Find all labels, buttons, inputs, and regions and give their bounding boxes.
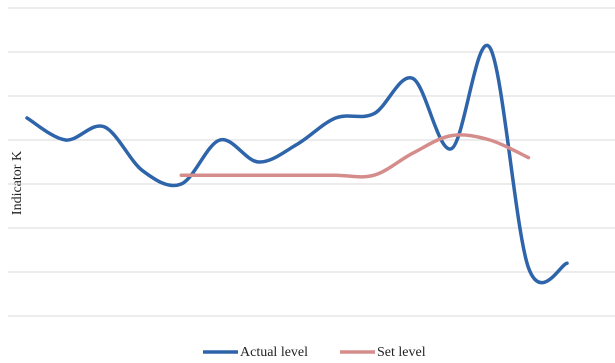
legend-label: Actual level [240,345,308,360]
series-line [179,133,531,179]
y-axis-label: Indicator K [10,151,25,215]
legend-label: Set level [377,345,426,360]
series-line [25,43,569,285]
